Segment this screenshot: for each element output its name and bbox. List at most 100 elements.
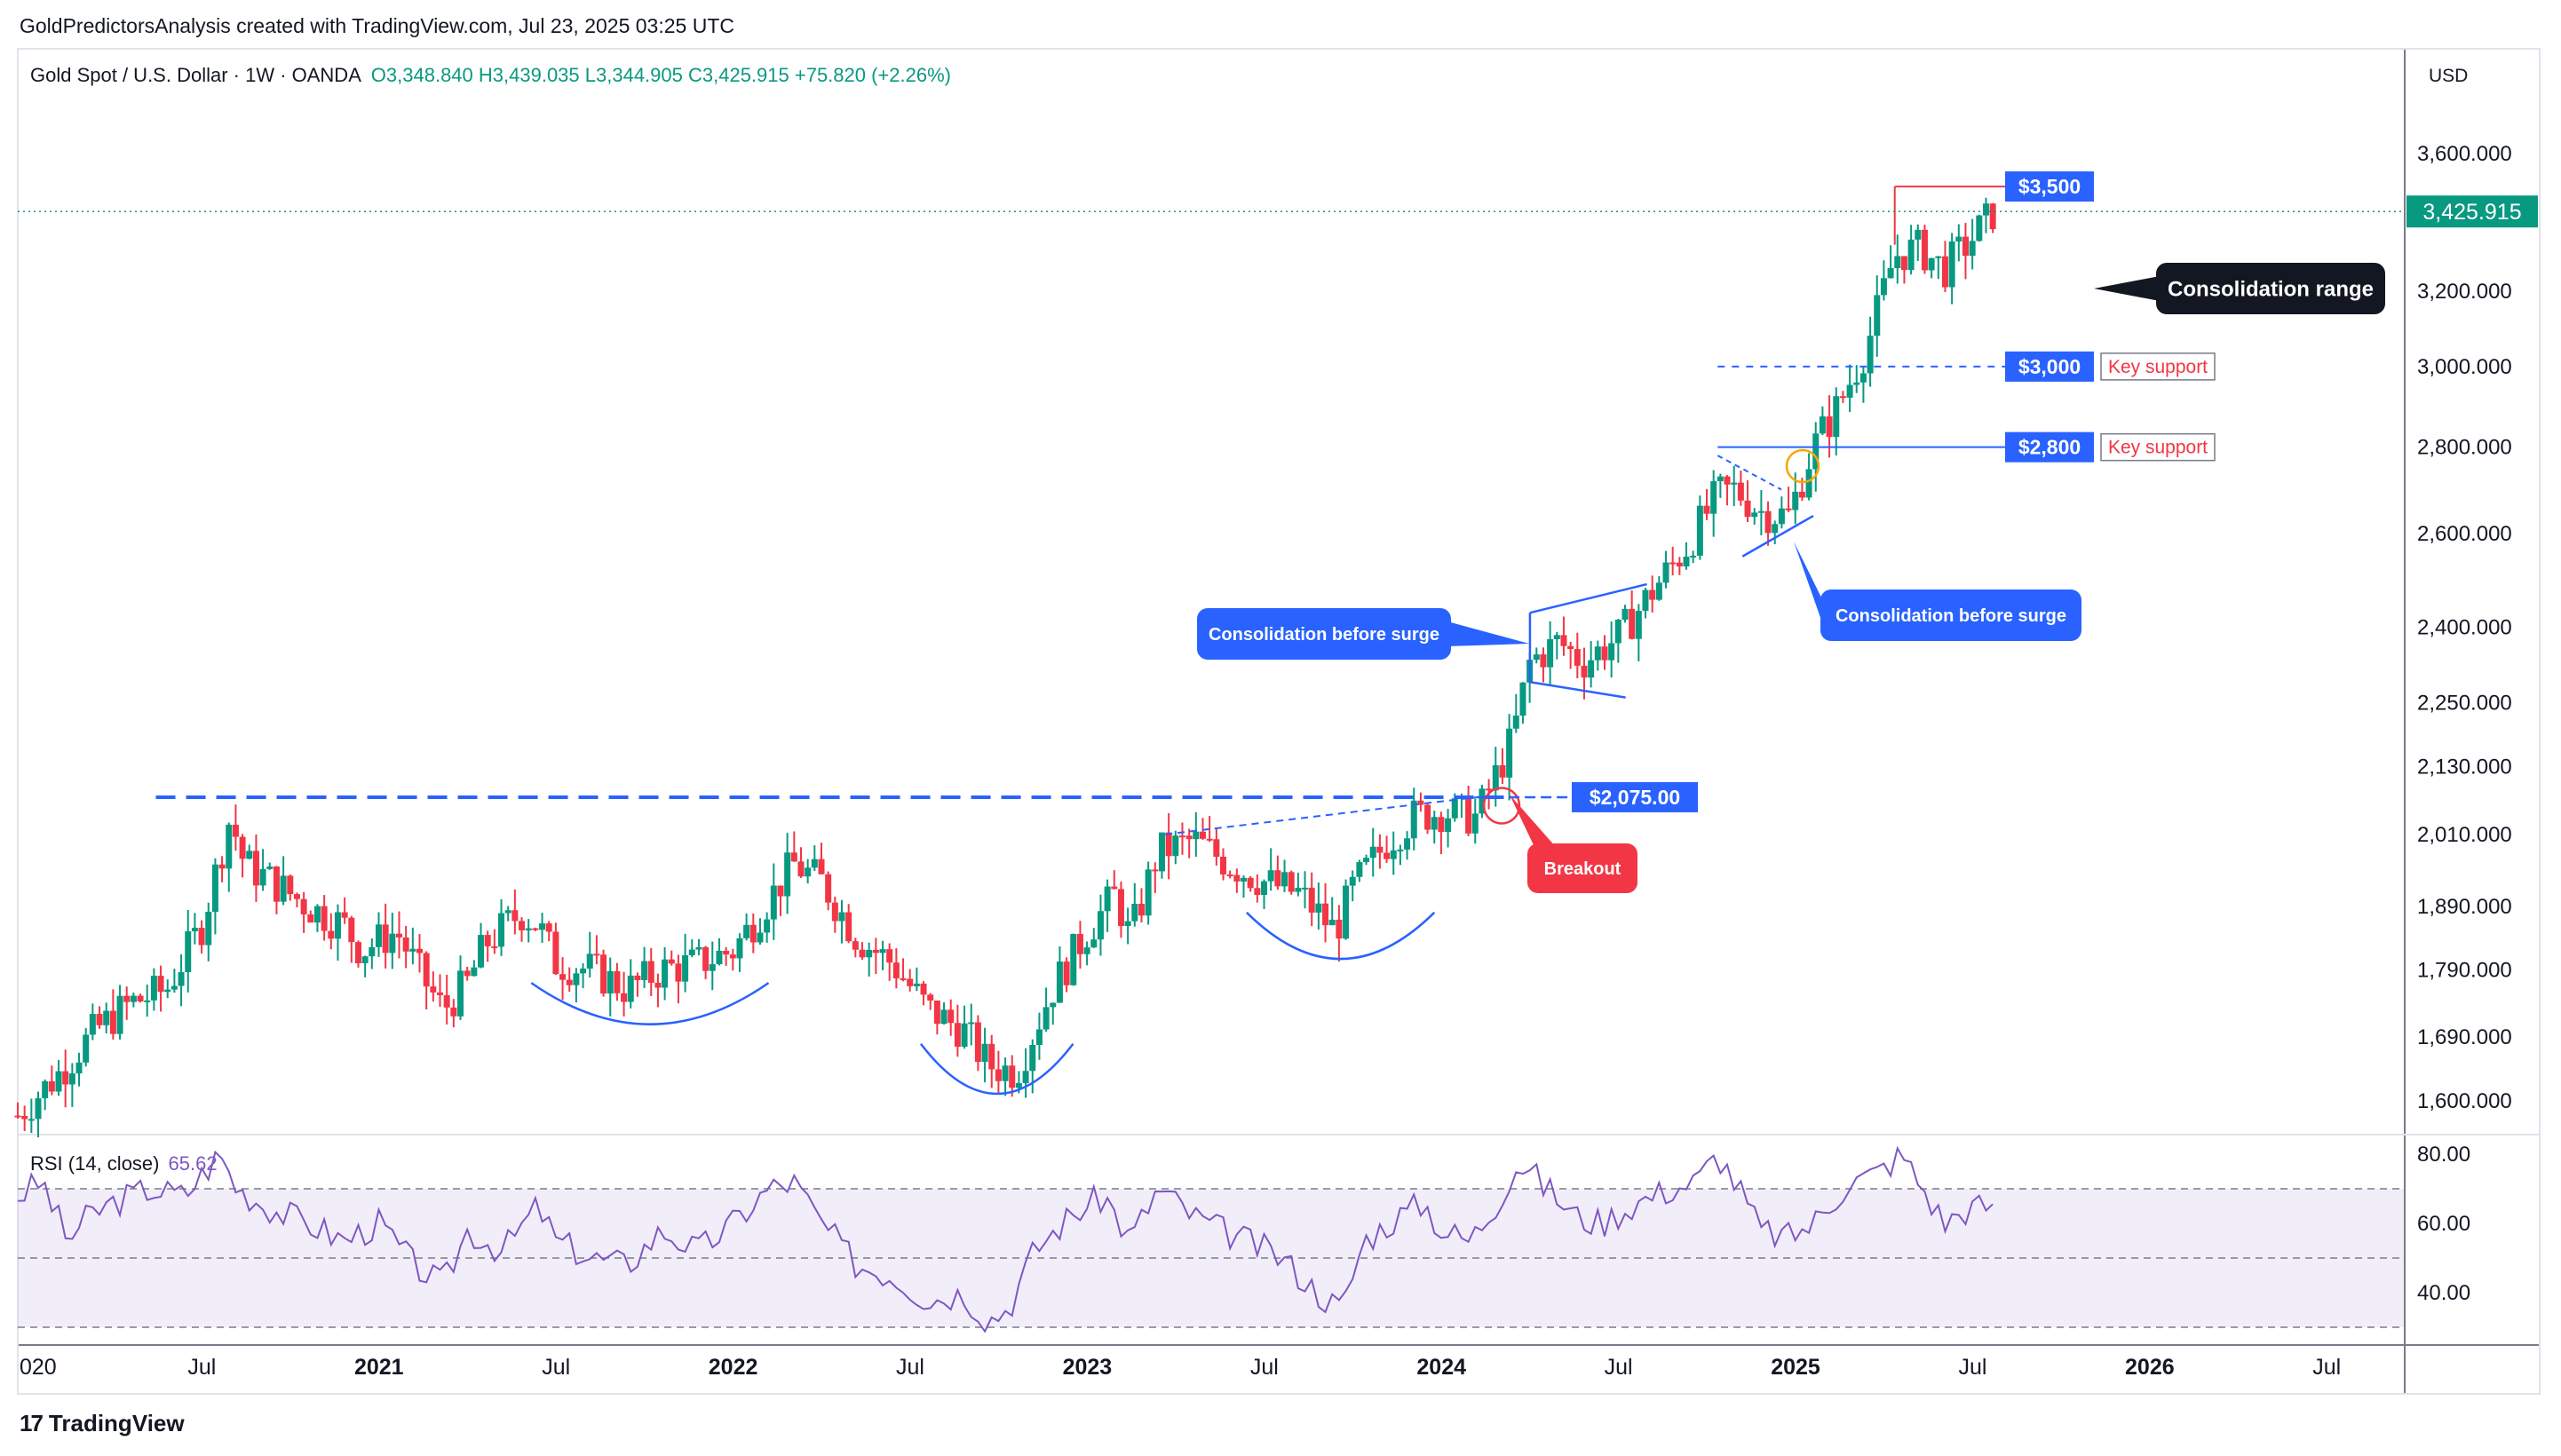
candle-body <box>981 1043 988 1063</box>
rsi-value: 65.62 <box>168 1152 218 1175</box>
candle-body <box>1445 818 1452 833</box>
candle-body <box>1635 611 1642 639</box>
price-tick-label: 2,010.000 <box>2417 823 2512 847</box>
currency-label[interactable]: USD <box>2429 66 2469 86</box>
candle-body <box>1295 888 1302 892</box>
candle-body <box>1076 933 1083 954</box>
candle-body <box>886 949 893 963</box>
price-tick-label: 2,600.000 <box>2417 522 2512 546</box>
chart-credit: GoldPredictorsAnalysis created with Trad… <box>20 14 734 37</box>
candle-body <box>1431 817 1438 830</box>
candle-body <box>313 906 321 923</box>
candle-body <box>28 1119 35 1121</box>
candle-body <box>1356 862 1363 877</box>
candle-body <box>525 928 532 930</box>
candle-body <box>1451 798 1458 819</box>
candle-body <box>293 894 300 899</box>
candle-body <box>668 959 675 964</box>
candle-body <box>968 1022 975 1025</box>
candle-body <box>1185 835 1193 840</box>
candle-body <box>1424 804 1431 830</box>
candle-body <box>1764 510 1772 534</box>
candle-body <box>627 975 634 1002</box>
candle-body <box>988 1043 995 1070</box>
rsi-label: RSI (14, close) 65.62 <box>30 1152 218 1175</box>
candle-body <box>838 912 845 922</box>
wedge-upper <box>1529 582 1647 614</box>
candle-body <box>239 836 246 859</box>
candle-body <box>116 995 123 1034</box>
rsi-tick-label: 40.00 <box>2417 1281 2470 1305</box>
rounding-bottom-2022 <box>919 1043 1074 1096</box>
candle-body <box>1254 888 1261 896</box>
candle-body <box>1376 846 1384 853</box>
candle-body <box>491 946 498 948</box>
tradingview-logo[interactable]: 17 TradingView <box>20 1410 185 1436</box>
rsi-tick-label: 60.00 <box>2417 1212 2470 1236</box>
symbol-title[interactable]: Gold Spot / U.S. Dollar · 1W · OANDA <box>30 64 361 86</box>
candle-body <box>1124 921 1131 927</box>
candle-body <box>437 992 444 995</box>
candle-body <box>226 824 233 869</box>
callout-consolidation-range-label: Consolidation range <box>2168 278 2374 302</box>
candle-body <box>1336 919 1343 939</box>
time-tick-label: 2025 <box>1771 1355 1820 1380</box>
candle-body <box>682 954 689 982</box>
candle-body <box>1029 1044 1036 1072</box>
price-tick-label: 2,800.000 <box>2417 436 2512 460</box>
candle-body <box>1594 646 1601 661</box>
candle-body <box>1560 635 1567 646</box>
candle-body <box>103 1010 110 1025</box>
candle-body <box>593 954 600 956</box>
triangle-breakout-circle <box>1785 448 1820 484</box>
callout-breakout-label: Breakout <box>1544 859 1621 879</box>
candle-body <box>566 979 573 985</box>
candle-body <box>1206 838 1213 841</box>
candle-body <box>1696 505 1703 556</box>
candle-body <box>1050 1002 1057 1008</box>
candle-body <box>736 938 743 959</box>
candle-body <box>300 898 307 914</box>
time-tick-label: Jul <box>187 1355 216 1380</box>
level-tag-label: $3,500 <box>2018 175 2081 198</box>
rounding-bottom-2021 <box>530 982 770 1025</box>
time-tick-label: 2021 <box>354 1355 404 1380</box>
candle-body <box>825 874 832 903</box>
candle-body <box>662 959 669 988</box>
candle-body <box>1683 556 1690 567</box>
candle-body <box>866 949 873 958</box>
candle-body <box>1690 555 1697 558</box>
price-tick-label: 3,600.000 <box>2417 142 2512 166</box>
candle-body <box>1145 869 1152 916</box>
candle-body <box>1322 903 1329 926</box>
rsi-tick-label: 80.00 <box>2417 1143 2470 1167</box>
candle-body <box>1438 817 1445 833</box>
time-tick-label: Jul <box>1958 1355 1986 1380</box>
candle-body <box>1138 904 1145 916</box>
candle-body <box>634 975 641 980</box>
candle-body <box>1172 835 1179 857</box>
candle-body <box>995 1069 1002 1081</box>
candle-body <box>1731 482 1738 485</box>
candle-body <box>42 1080 49 1099</box>
candle-body <box>1874 295 1881 336</box>
candle-body <box>1785 508 1792 510</box>
candle-body <box>1213 839 1220 857</box>
candle-body <box>961 1023 968 1047</box>
callout-consolidation-range-box <box>2156 263 2385 314</box>
candle-body <box>1581 665 1588 678</box>
candle-body <box>729 954 736 959</box>
candle-body <box>178 972 185 986</box>
candle-body <box>600 954 607 994</box>
candle-body <box>1710 481 1717 514</box>
candle-body <box>1404 838 1411 850</box>
candle-body <box>1492 764 1499 791</box>
candle-body <box>1343 885 1350 939</box>
candle-body <box>164 989 171 993</box>
candle-body <box>818 859 825 874</box>
candle-body <box>369 946 376 957</box>
candle-body <box>1117 889 1124 927</box>
candle-body <box>1369 846 1376 859</box>
candle-body <box>205 912 212 946</box>
